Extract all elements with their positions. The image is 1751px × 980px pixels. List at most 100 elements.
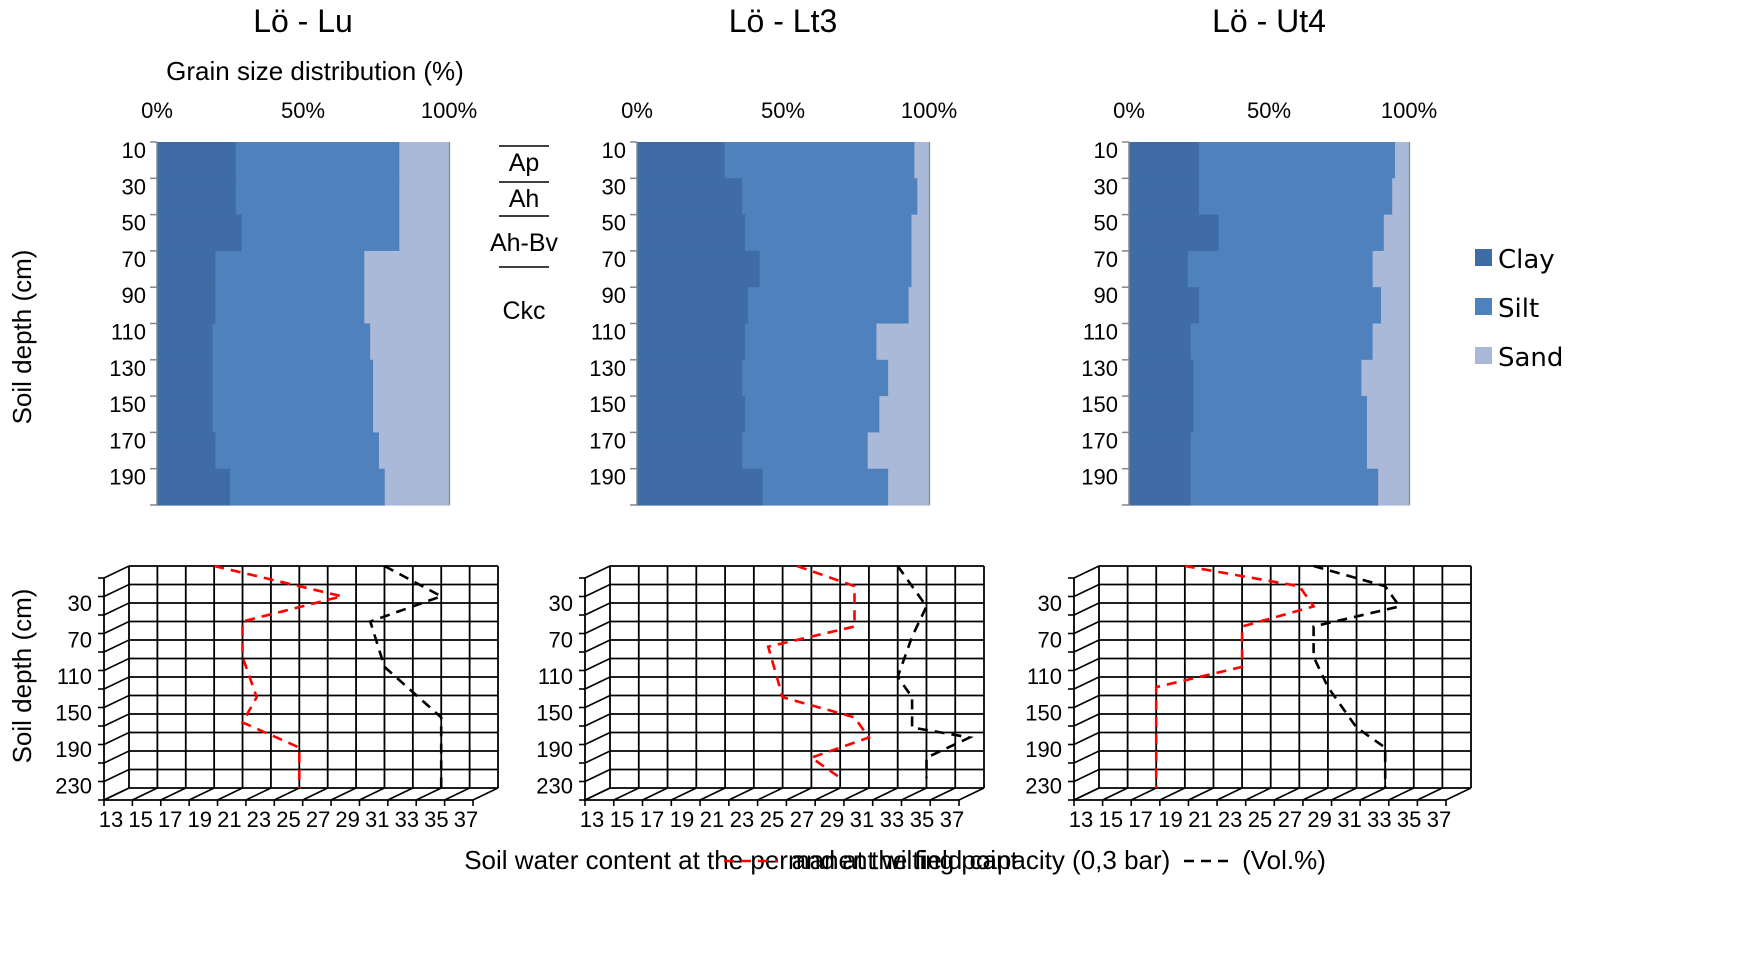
bar-silt — [230, 468, 386, 506]
bar-sand — [1372, 323, 1410, 361]
bar-clay — [637, 323, 746, 361]
x-tick-label: 35 — [1397, 807, 1421, 832]
bar-sand — [373, 359, 450, 397]
y-tick-label: 150 — [589, 392, 626, 417]
bar-silt — [724, 142, 915, 179]
floor-edge — [843, 787, 870, 801]
bar-sand — [1395, 142, 1410, 179]
bar-clay — [157, 214, 243, 252]
floor-edge — [217, 787, 243, 801]
bar-clay — [1129, 287, 1200, 325]
x-tick-label: 17 — [158, 807, 182, 832]
bar-silt — [1199, 178, 1393, 216]
wall-edge — [103, 620, 130, 635]
bar-silt — [742, 432, 869, 470]
bar-silt — [215, 432, 380, 470]
bar-sand — [914, 142, 930, 179]
floor-edge — [670, 787, 697, 801]
y-tick-label: 90 — [122, 283, 146, 308]
bar-clay — [157, 323, 214, 361]
x-tick-label: 13 — [99, 807, 123, 832]
x-tick-label: 37 — [940, 807, 964, 832]
bar-clay — [1129, 250, 1189, 288]
floor-edge — [415, 787, 442, 801]
wall-edge — [1073, 657, 1100, 672]
wall-edge — [103, 768, 130, 783]
y-tick-label: 190 — [55, 737, 92, 762]
x-tick-label: 13 — [1069, 807, 1093, 832]
field-capacity-line — [896, 565, 974, 778]
bar-silt — [747, 287, 910, 325]
bar-sand — [911, 214, 930, 252]
legend-label-sand: Sand — [1498, 343, 1563, 373]
bar-sand — [879, 396, 930, 433]
wall-edge — [584, 639, 611, 653]
y-tick-label: 50 — [602, 211, 626, 236]
wall-edge — [584, 731, 611, 746]
floor-edge — [1359, 787, 1386, 801]
y-tick-label: 230 — [55, 774, 92, 799]
wall-edge — [584, 694, 611, 709]
horizon-label: Ah — [509, 185, 540, 213]
bar-clay — [157, 250, 216, 288]
x-tick-label: 13 — [580, 807, 604, 832]
x-tick-label: 17 — [640, 807, 664, 832]
wall-edge — [1073, 768, 1100, 783]
bar-silt — [1193, 359, 1362, 397]
floor-edge — [958, 787, 985, 801]
y-tick-label: 110 — [591, 320, 626, 345]
bar-silt — [235, 178, 400, 216]
bar-silt — [212, 323, 371, 361]
bar-sand — [399, 142, 450, 179]
floor-edge — [584, 787, 611, 801]
bar-sand — [364, 287, 450, 325]
legend-label-silt: Silt — [1498, 294, 1539, 324]
y-tick-label: 70 — [1038, 628, 1062, 653]
bar-clay — [1129, 323, 1192, 361]
bar-sand — [888, 468, 930, 506]
y-tick-label: 70 — [602, 247, 626, 272]
x-tick-label: 25 — [760, 807, 784, 832]
bar-clay — [1129, 396, 1194, 433]
floor-edge — [132, 787, 158, 801]
y-tick-label: 70 — [1094, 247, 1118, 272]
wall-edge — [584, 750, 611, 764]
bar-clay — [637, 432, 743, 470]
bar-silt — [762, 468, 889, 506]
bar-clay — [157, 468, 231, 506]
floor-edge — [330, 787, 357, 801]
wall-edge — [584, 713, 611, 727]
bar-silt — [1218, 214, 1385, 252]
x-tick-label: 100% — [421, 98, 477, 123]
wall-edge — [584, 676, 611, 690]
wall-edge — [1073, 694, 1100, 709]
x-tick-label: 50% — [1247, 98, 1291, 123]
wall-edge — [103, 657, 130, 672]
y-tick-label: 230 — [536, 774, 573, 799]
floor-edge — [1331, 787, 1357, 801]
bar-clay — [637, 214, 746, 252]
horizon-label: Ap — [509, 149, 540, 177]
bar-sand — [378, 432, 450, 470]
legend: Clay Silt Sand — [1475, 245, 1563, 373]
y-tick-label: 10 — [602, 138, 626, 163]
wall-edge — [1073, 620, 1100, 635]
bar-clay — [637, 178, 743, 216]
y-tick-label: 170 — [109, 428, 146, 453]
wall-edge — [584, 620, 611, 635]
legend-label-clay: Clay — [1498, 245, 1555, 275]
field-capacity-line — [1312, 564, 1402, 788]
floor-edge — [728, 787, 755, 801]
x-tick-label: 37 — [1427, 807, 1451, 832]
bar-silt — [215, 287, 365, 325]
y-tick-label: 30 — [68, 591, 92, 616]
x-tick-label: 0% — [141, 98, 173, 123]
y-tick-label: 150 — [109, 392, 146, 417]
floor-edge — [901, 787, 927, 801]
bar-clay — [157, 359, 214, 397]
floor-edge — [872, 787, 899, 801]
wall-edge — [584, 768, 611, 783]
chart-title: Lö - Lt3 — [729, 3, 838, 39]
y-tick-label: 90 — [1094, 283, 1118, 308]
y-tick-label: 30 — [602, 174, 626, 199]
